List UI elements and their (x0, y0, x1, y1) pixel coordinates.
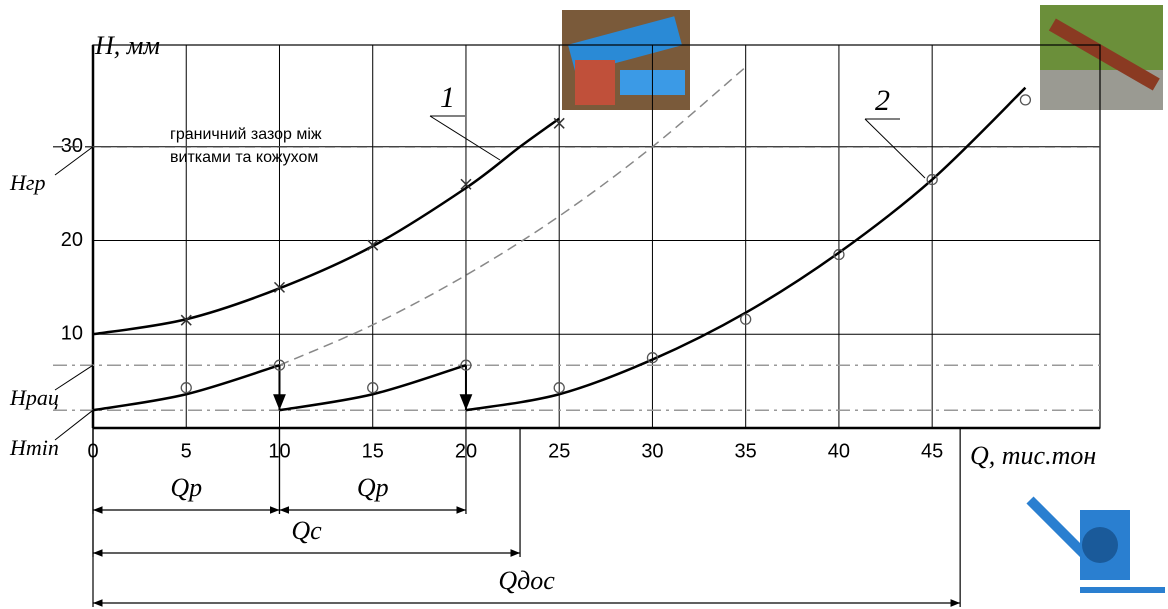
dimension-label: Qдос (498, 566, 555, 595)
curve-label: 1 (440, 81, 455, 114)
x-tick-label: 30 (641, 440, 663, 462)
x-tick-label: 35 (735, 440, 757, 462)
data-line (279, 67, 745, 365)
leader-line (55, 365, 93, 390)
machine-image (1030, 500, 1165, 590)
dimension-label: Qр (357, 473, 389, 502)
annotation: граничний зазор між (170, 126, 322, 143)
x-tick-label: 40 (828, 440, 850, 462)
annotation: витками та кожухом (170, 149, 318, 166)
data-line (93, 119, 559, 335)
leader-line (865, 119, 925, 178)
reference-label: Hmin (9, 435, 59, 460)
photo (1040, 5, 1163, 110)
photo (562, 10, 690, 110)
reference-label: Hгр (9, 170, 45, 195)
dimension-label: Qр (170, 473, 202, 502)
x-tick-label: 25 (548, 440, 570, 462)
dimension-label: Qс (291, 516, 322, 545)
data-point (1020, 95, 1030, 105)
leader-line (430, 116, 500, 160)
chart: H, мм Q, тис.тон граничний зазор між вит… (0, 0, 1168, 609)
x-axis-label: Q, тис.тон (970, 441, 1096, 470)
x-tick-label: 45 (921, 440, 943, 462)
y-tick-label: 10 (61, 323, 83, 345)
x-tick-label: 15 (362, 440, 384, 462)
leader-line (55, 410, 93, 440)
curve-label: 2 (875, 84, 890, 117)
page: H, мм Q, тис.тон граничний зазор між вит… (0, 0, 1168, 609)
reference-label: Hрац (9, 385, 59, 410)
y-tick-label: 20 (61, 229, 83, 251)
x-tick-label: 5 (181, 440, 192, 462)
